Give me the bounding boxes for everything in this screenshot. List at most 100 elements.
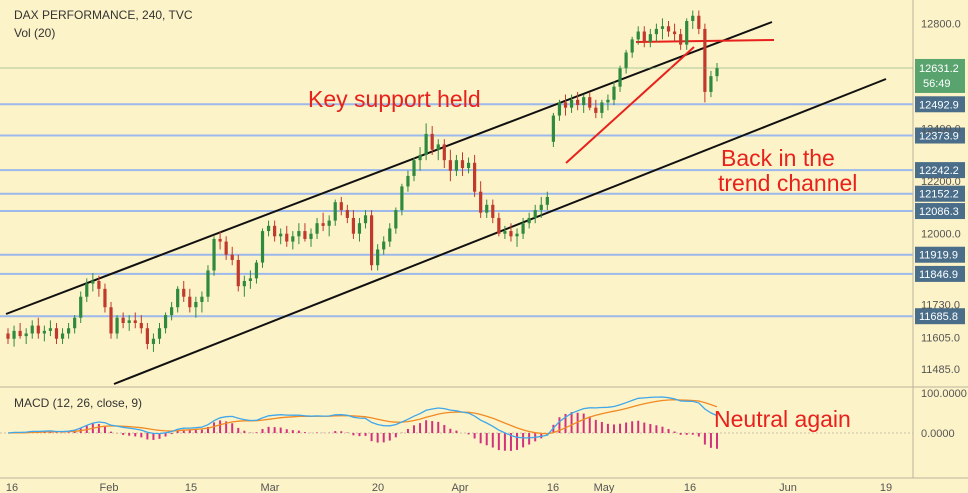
level-label: 11919.9: [919, 250, 958, 262]
candle-body: [369, 215, 374, 266]
countdown-label: 56:49: [923, 78, 951, 90]
candle-body: [236, 259, 240, 287]
candle-body: [527, 217, 531, 224]
candle-body: [666, 26, 671, 32]
candle-body: [442, 144, 446, 161]
time-tick-label: 16: [684, 482, 696, 493]
candle-body: [297, 231, 301, 237]
level-label-box: [915, 246, 965, 263]
candle-body: [454, 160, 459, 171]
annotation-trend-channel: trend channel: [718, 170, 858, 196]
candle-body: [654, 28, 659, 35]
level-label-box: [915, 96, 965, 113]
level-label: 12152.2: [919, 189, 959, 201]
candle-body: [576, 99, 580, 106]
price-tick-label: 11605.0: [921, 332, 960, 344]
macd-tick-label: 0.0000: [921, 428, 955, 440]
volume-label: Vol (20): [14, 26, 56, 40]
time-tick-label: 16: [6, 482, 18, 493]
candle-body: [672, 31, 677, 35]
candle-body: [691, 15, 695, 22]
candle-body: [66, 328, 71, 334]
candle-body: [503, 231, 507, 234]
time-tick-label: Jun: [779, 482, 797, 493]
candle-body: [569, 99, 574, 108]
candle-body: [248, 278, 252, 281]
candle-body: [545, 196, 549, 205]
candle-body: [12, 330, 16, 339]
candle-body: [497, 217, 501, 234]
price-tick-label: 12000.0: [921, 229, 961, 241]
candle-body: [491, 204, 495, 218]
level-label-box: [915, 162, 965, 179]
candle-body: [224, 241, 228, 255]
candle-body: [42, 330, 46, 334]
candle-body: [163, 315, 168, 329]
time-tick-label: 19: [880, 482, 892, 493]
candle-body: [200, 296, 204, 302]
candle-body: [327, 220, 331, 226]
candle-body: [600, 102, 604, 113]
candle-body: [630, 39, 634, 53]
candle-body: [430, 133, 434, 150]
candle-body: [345, 210, 349, 218]
candle-body: [539, 204, 543, 211]
candle-body: [60, 333, 65, 339]
candle-body: [151, 338, 156, 344]
price-tick-label: 12400.0: [921, 124, 961, 136]
price-tick-label: 12200.0: [921, 176, 961, 188]
level-label-box: [915, 203, 965, 220]
candle-body: [460, 160, 465, 169]
candle-body: [648, 34, 652, 43]
candle-body: [382, 241, 386, 250]
candle-body: [273, 225, 277, 237]
candle-body: [351, 217, 356, 234]
candle-body: [321, 223, 325, 226]
candle-body: [588, 97, 592, 108]
candle-body: [103, 288, 107, 308]
candle-body: [6, 333, 10, 339]
time-tick-label: May: [594, 482, 615, 493]
candle-body: [709, 76, 713, 92]
candle-body: [315, 223, 319, 234]
price-tick-label: 12800.0: [921, 19, 961, 31]
level-label: 12492.9: [919, 99, 959, 111]
candle-body: [303, 231, 307, 239]
level-label-box: [915, 308, 965, 325]
candle-body: [309, 233, 313, 239]
candle-body: [188, 296, 192, 308]
level-label-box: [915, 127, 965, 144]
candle-body: [333, 202, 337, 221]
candle-body: [557, 102, 562, 116]
candle-body: [30, 325, 34, 334]
price-tick-label: 11485.0: [921, 364, 960, 376]
candle-body: [139, 322, 143, 329]
candle-body: [285, 233, 289, 242]
candle-body: [448, 160, 452, 171]
candle-body: [212, 238, 216, 271]
time-tick-label: Apr: [451, 482, 468, 493]
last-price-label: 12631.2: [919, 63, 959, 75]
candle-body: [703, 28, 707, 92]
candle-body: [182, 288, 186, 297]
chart-title: DAX PERFORMANCE, 240, TVC: [14, 8, 193, 22]
candle-body: [400, 186, 404, 211]
candle-body: [715, 68, 719, 77]
candle-body: [157, 328, 162, 339]
candle-body: [509, 231, 513, 237]
candle-body: [145, 328, 149, 344]
candle-body: [73, 317, 77, 329]
candle-body: [291, 236, 295, 242]
macd-tick-label: 100.0000: [921, 388, 967, 400]
candle-body: [254, 262, 259, 279]
candle-body: [260, 231, 265, 263]
candle-body: [642, 31, 646, 43]
time-tick-label: Mar: [261, 482, 280, 493]
candle-body: [230, 254, 234, 260]
candle-body: [363, 215, 368, 224]
candle-body: [533, 210, 537, 218]
annotation-neutral-again: Neutral again: [714, 406, 851, 432]
candle-body: [115, 317, 119, 334]
candle-body: [436, 144, 440, 150]
